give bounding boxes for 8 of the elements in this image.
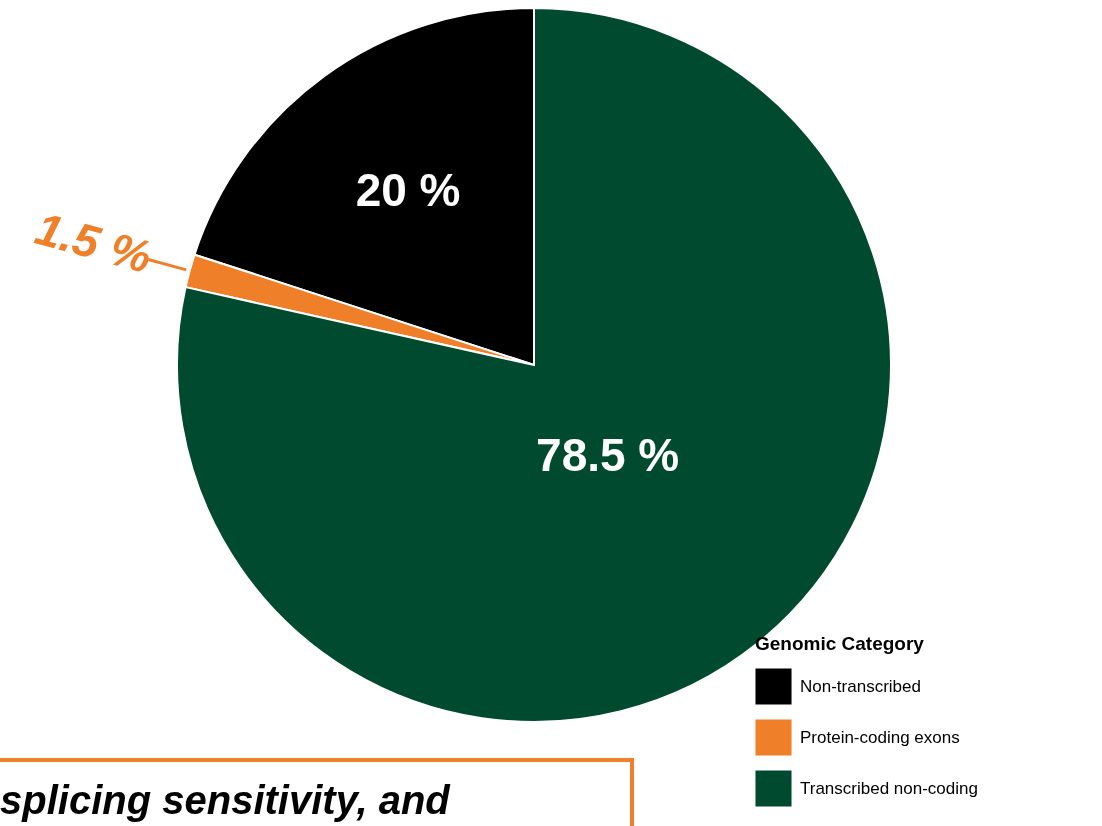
legend-title: Genomic Category bbox=[755, 633, 925, 654]
legend-label: Non-transcribed bbox=[800, 676, 921, 696]
data-label: 20 % bbox=[355, 163, 461, 216]
data-label: 78.5 % bbox=[536, 428, 680, 481]
text: splicing sensitivity, and bbox=[0, 778, 452, 822]
data-label: 1.5 % bbox=[30, 201, 158, 284]
legend-label: Protein-coding exons bbox=[800, 727, 960, 747]
legend-label: Transcribed non-coding bbox=[800, 778, 978, 798]
